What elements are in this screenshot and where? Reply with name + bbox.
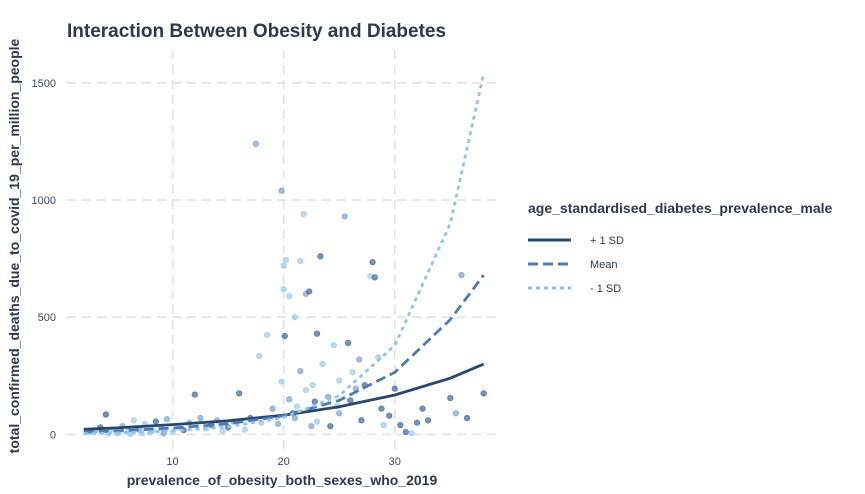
data-point <box>458 271 465 279</box>
data-point <box>163 416 171 423</box>
data-point <box>263 331 271 338</box>
data-point <box>130 417 137 424</box>
data-point <box>302 386 309 393</box>
data-point <box>293 403 301 410</box>
fit-line <box>83 73 486 436</box>
data-point <box>236 390 243 397</box>
data-point <box>297 368 304 375</box>
y-axis-title: total_confirmed_deaths_due_to_covid_19_p… <box>6 38 22 453</box>
y-axis-ticks: 0 500 1000 1500 <box>32 78 56 442</box>
data-point <box>452 410 459 417</box>
data-point <box>280 262 287 269</box>
data-point <box>341 213 348 220</box>
data-point <box>281 332 288 340</box>
data-point <box>349 369 356 376</box>
data-point <box>463 414 471 422</box>
grid <box>67 50 497 452</box>
data-point <box>291 314 298 321</box>
data-point <box>391 385 398 392</box>
x-axis-ticks: 10 20 30 <box>166 456 400 468</box>
data-point <box>191 391 198 398</box>
data-point <box>152 418 159 425</box>
x-axis-title: prevalence_of_obesity_both_sexes_who_201… <box>127 472 438 488</box>
data-point <box>286 293 293 300</box>
data-point <box>297 257 304 265</box>
data-point <box>286 396 293 403</box>
data-point <box>219 427 226 435</box>
y-tick-label: 500 <box>38 312 56 324</box>
data-point <box>356 356 363 363</box>
data-point <box>102 411 109 418</box>
fit-line <box>83 274 485 434</box>
data-point <box>309 382 316 389</box>
data-point <box>397 421 404 429</box>
data-point <box>327 423 334 430</box>
data-point <box>336 377 343 384</box>
data-point <box>282 256 289 263</box>
data-point <box>308 423 315 430</box>
data-point <box>371 274 378 281</box>
x-tick-label: 20 <box>278 456 290 468</box>
data-point <box>300 210 307 218</box>
y-tick-label: 0 <box>50 429 56 441</box>
data-point <box>241 426 248 433</box>
chart-title: Interaction Between Obesity and Diabetes <box>67 21 446 42</box>
data-point <box>480 390 487 397</box>
data-point <box>413 419 421 426</box>
data-point <box>306 288 313 295</box>
data-point <box>408 430 415 437</box>
data-point <box>419 405 426 412</box>
data-point <box>291 414 298 422</box>
data-point <box>380 421 387 429</box>
legend: age_standardised_diabetes_prevalence_mal… <box>528 200 832 295</box>
fit-lines <box>83 73 486 436</box>
data-point <box>447 394 454 402</box>
data-point <box>330 342 337 349</box>
data-point <box>402 428 409 436</box>
data-point <box>347 397 354 404</box>
data-point <box>386 412 393 419</box>
data-point <box>336 410 343 417</box>
data-point <box>311 398 318 405</box>
legend-title: age_standardised_diabetes_prevalence_mal… <box>528 200 832 216</box>
data-point <box>197 414 204 422</box>
data-point <box>278 378 285 385</box>
data-point <box>369 259 376 266</box>
data-point <box>313 330 321 337</box>
data-point <box>345 339 352 347</box>
y-tick-label: 1000 <box>32 195 56 207</box>
x-tick-label: 30 <box>389 456 401 468</box>
legend-label: - 1 SD <box>590 283 621 295</box>
data-point <box>275 420 282 427</box>
data-point <box>425 417 432 424</box>
data-point <box>378 405 385 412</box>
scatter-points <box>86 140 487 438</box>
data-point <box>278 187 285 194</box>
data-point <box>252 140 259 147</box>
data-point <box>269 405 276 412</box>
legend-label: + 1 SD <box>590 235 624 247</box>
x-tick-label: 10 <box>166 456 178 468</box>
data-point <box>256 352 263 359</box>
data-point <box>280 285 287 293</box>
data-point <box>319 360 326 368</box>
y-tick-label: 1500 <box>32 78 56 90</box>
legend-label: Mean <box>590 259 618 271</box>
data-point <box>317 253 324 260</box>
data-point <box>313 418 321 425</box>
data-point <box>358 417 365 424</box>
